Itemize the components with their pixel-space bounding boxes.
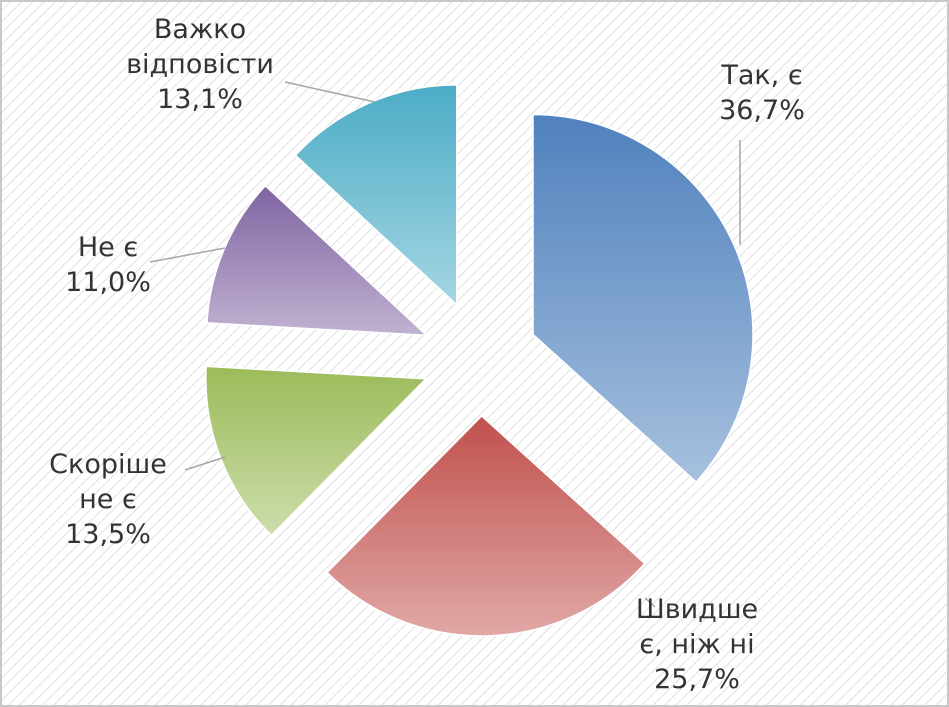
category-label: Важко відповісти [126,14,274,80]
pie-slice [206,184,429,337]
value-label: 13,1% [157,84,243,115]
pie-slice [325,414,646,637]
data-label: Скоріше не є 13,5% [43,447,173,552]
leader-line [284,81,376,103]
category-label: Скоріше не є [49,449,167,515]
leader-line [149,247,226,263]
value-label: 11,0% [65,267,151,298]
leader-line [184,456,226,471]
data-label: Швидше є, ніж ні 25,7% [632,592,762,697]
leader-line [644,597,656,608]
data-label: Не є 11,0% [43,230,173,300]
value-label: 13,5% [65,519,151,550]
category-label: Не є [77,232,139,263]
value-label: 36,7% [719,95,805,126]
pie-slice [294,84,458,307]
pie-slice [532,113,754,484]
data-label: Так, є 36,7% [692,58,832,128]
value-label: 25,7% [654,664,740,695]
category-label: Швидше є, ніж ні [635,594,759,660]
category-label: Так, є [721,60,803,91]
data-label: Важко відповісти 13,1% [110,12,290,117]
